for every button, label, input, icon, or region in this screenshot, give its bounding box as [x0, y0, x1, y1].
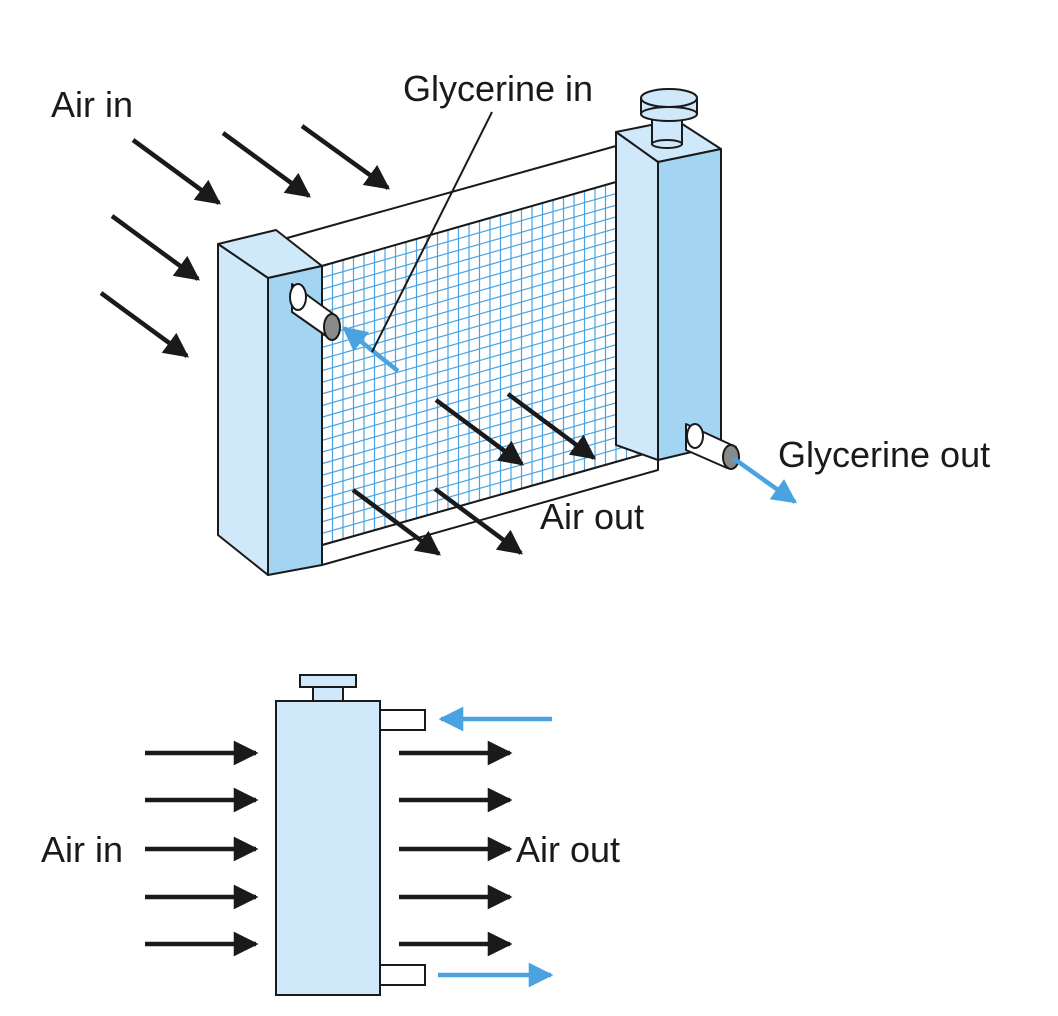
left-tank	[217, 229, 323, 576]
side-tank	[275, 700, 381, 996]
inlet-pipe	[289, 283, 341, 341]
radiator-side-view: Air in Air out	[41, 674, 620, 996]
air-in-label-side: Air in	[41, 829, 123, 870]
air-in-arrow	[300, 124, 391, 190]
outlet-pipe	[685, 423, 740, 470]
glycerine-in-arrow	[342, 326, 400, 373]
air-in-arrow	[99, 291, 189, 358]
glycerine-in-leader	[371, 111, 493, 353]
air-in-arrow	[221, 131, 311, 198]
air-in-label-top: Air in	[51, 84, 133, 125]
side-cap-top	[299, 674, 357, 688]
glycerine-out-label: Glycerine out	[778, 434, 990, 475]
air-out-arrow	[351, 488, 441, 556]
side-air-in-arrows	[145, 740, 259, 957]
air-in-arrows-top	[99, 124, 391, 358]
air-out-label-top: Air out	[540, 496, 644, 537]
air-out-label-side: Air out	[516, 829, 620, 870]
side-air-out-arrows	[399, 740, 513, 957]
air-out-arrow	[434, 398, 524, 466]
radiator-3d: Air in Glycerine in Glycerine out Air ou…	[51, 68, 990, 576]
air-in-arrow	[110, 214, 200, 281]
air-in-arrow	[131, 138, 221, 205]
side-inlet-pipe	[379, 709, 426, 731]
right-tank	[615, 119, 722, 461]
air-out-arrows-top	[351, 392, 596, 556]
side-cap-neck	[312, 686, 344, 702]
air-out-arrow	[433, 487, 523, 555]
side-outlet-pipe	[379, 964, 426, 986]
glycerine-in-label: Glycerine in	[403, 68, 593, 109]
glycerine-out-arrow	[731, 456, 798, 504]
radiator-cap	[640, 88, 698, 149]
air-out-arrow	[506, 392, 596, 460]
